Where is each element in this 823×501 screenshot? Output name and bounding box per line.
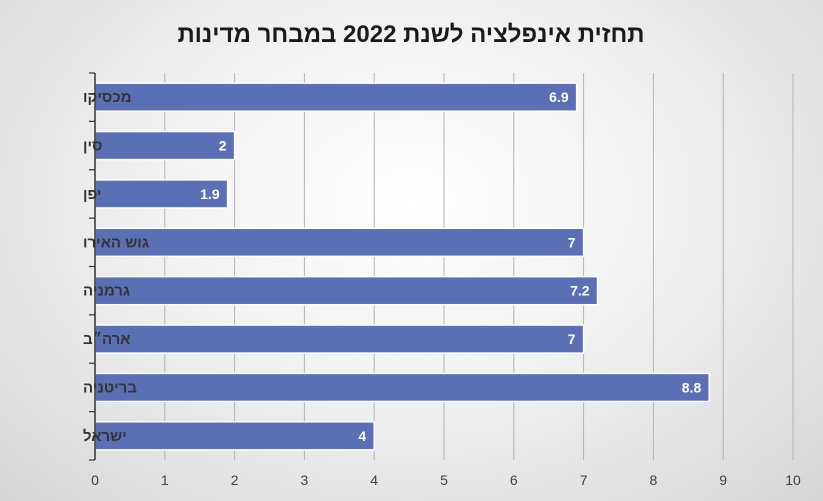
- category-label-5: ארה״ב: [83, 331, 131, 348]
- category-label-4: גרמניה: [83, 283, 130, 300]
- data-label-2: 1.9: [200, 186, 220, 202]
- x-tick-label-10: 10: [785, 472, 801, 488]
- category-label-1: סין: [83, 138, 103, 155]
- data-label-0: 6.9: [549, 89, 569, 105]
- bar-3: [94, 227, 585, 258]
- category-label-2: יפן: [83, 186, 102, 203]
- x-tick-label-3: 3: [301, 472, 309, 488]
- x-tick-label-2: 2: [231, 472, 239, 488]
- bar-7: [94, 421, 375, 451]
- data-label-1: 2: [219, 138, 227, 154]
- category-label-7: ישראל: [83, 428, 127, 445]
- data-label-7: 4: [358, 428, 366, 444]
- x-tick-label-1: 1: [161, 472, 169, 488]
- x-tick-label-8: 8: [650, 472, 658, 488]
- x-tick-label-6: 6: [510, 472, 518, 488]
- bar-5: [94, 324, 585, 354]
- data-label-5: 7: [568, 331, 576, 347]
- x-tick-label-4: 4: [370, 472, 378, 488]
- bar-2: [94, 179, 229, 209]
- category-label-3: גוש האירו: [83, 234, 149, 251]
- chart-title: תחזית אינפלציה לשנת 2022 במבחר מדינות: [177, 21, 644, 48]
- category-label-6: בריטניה: [83, 379, 137, 396]
- category-label-0: מכסיקו: [83, 89, 132, 106]
- data-label-6: 8.8: [682, 379, 702, 395]
- x-tick-label-7: 7: [580, 472, 588, 488]
- data-label-4: 7.2: [570, 283, 590, 299]
- x-tick-label-5: 5: [440, 472, 448, 488]
- bar-6: [94, 372, 710, 403]
- x-tick-label-0: 0: [91, 472, 99, 488]
- bar-1: [94, 130, 236, 161]
- data-label-3: 7: [568, 234, 576, 250]
- x-tick-label-9: 9: [719, 472, 727, 488]
- bar-4: [94, 275, 599, 306]
- bar-0: [94, 82, 578, 112]
